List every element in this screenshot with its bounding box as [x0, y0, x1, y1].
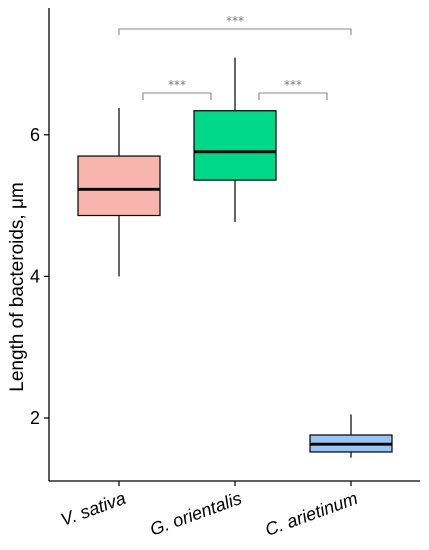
box-3: [309, 414, 393, 458]
y-tick-label: 4: [30, 266, 40, 286]
y-axis-label: Length of bacteroids, μm: [7, 182, 28, 392]
box-iqr: [193, 110, 277, 181]
significance-bracket: ***: [258, 78, 328, 100]
x-tick-label: G. orientalis: [147, 488, 244, 540]
bracket-line: [142, 92, 212, 100]
y-tick-label: 6: [30, 125, 40, 145]
x-tick-labels: V. sativa G. orientalis C. arietinum: [58, 488, 360, 540]
box-iqr: [77, 155, 161, 217]
x-tick-label: V. sativa: [58, 488, 128, 530]
x-tick-label: C. arietinum: [262, 488, 360, 540]
bracket-line: [258, 92, 328, 100]
boxes: [77, 57, 393, 458]
significance-brackets: *** *** ***: [118, 14, 352, 100]
bracket-line: [118, 28, 352, 35]
significance-bracket: ***: [142, 78, 212, 100]
significance-label: ***: [168, 78, 186, 92]
significance-label: ***: [284, 78, 302, 92]
y-tick-label: 2: [30, 408, 40, 428]
significance-label: ***: [226, 14, 244, 28]
box-2: [193, 57, 277, 222]
axes: 2 4 6: [30, 8, 420, 486]
box-1: [77, 107, 161, 277]
significance-bracket: ***: [118, 14, 352, 35]
